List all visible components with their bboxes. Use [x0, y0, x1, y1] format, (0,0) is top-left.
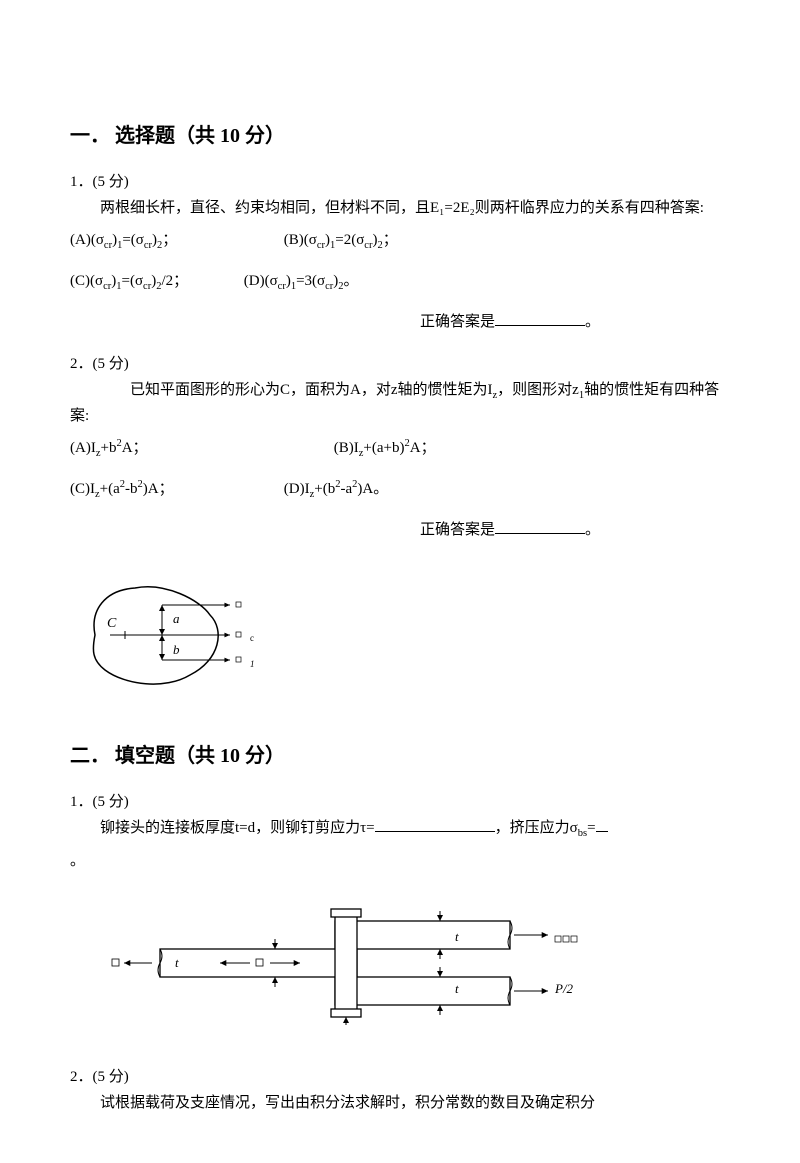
- svg-text:b: b: [173, 642, 180, 657]
- svg-text:c: c: [250, 633, 254, 643]
- q1-optA: (A)(σcr)1=(σcr)2；: [70, 228, 280, 255]
- s2q1-body: 铆接头的连接板厚度t=d，则铆钉剪应力τ=，挤压应力σbs=: [70, 816, 730, 843]
- s2q1-head: 1．(5 分): [70, 790, 730, 814]
- q1-opts-row2: (C)(σcr)1=(σcr)2/2； (D)(σcr)1=3(σcr)2。: [70, 269, 730, 296]
- q1-answer-period: 。: [585, 314, 600, 330]
- svg-text:t: t: [455, 981, 459, 996]
- q1-optD: (D)(σcr)1=3(σcr)2。: [244, 269, 359, 296]
- q2-opts-row2: (C)Iz+(a2-b2)A； (D)Iz+(b2-a2)A。: [70, 477, 730, 504]
- q2-answer-line: 正确答案是 。: [70, 518, 730, 542]
- q1-answer-blank[interactable]: [495, 310, 585, 326]
- q2-body: 已知平面图形的形心为C，面积为A，对z轴的惯性矩为Iz，则图形对z1轴的惯性矩有…: [70, 378, 730, 429]
- s2q2-body: 试根据载荷及支座情况，写出由积分法求解时，积分常数的数目及确定积分: [70, 1091, 730, 1115]
- s2q2-head: 2．(5 分): [70, 1065, 730, 1089]
- svg-text:P/2: P/2: [554, 981, 574, 996]
- q2-answer-label: 正确答案是: [420, 522, 495, 538]
- s2q1-blank1[interactable]: [375, 816, 495, 832]
- q2-answer-period: 。: [585, 522, 600, 538]
- svg-text:C: C: [107, 616, 117, 631]
- q2-opts-row1: (A)Iz+b2A； (B)Iz+(a+b)2A；: [70, 436, 730, 463]
- q1-answer-label: 正确答案是: [420, 314, 495, 330]
- svg-text:a: a: [173, 611, 180, 626]
- svg-text:t: t: [455, 929, 459, 944]
- section2-title: 二． 填空题（共 10 分）: [70, 740, 730, 772]
- q1-head: 1．(5 分): [70, 170, 730, 194]
- q1-opts-row1: (A)(σcr)1=(σcr)2； (B)(σcr)1=2(σcr)2；: [70, 228, 730, 255]
- figure-centroid-svg: Ca b c 1: [70, 560, 300, 710]
- figure-rivet-svg: t t t P/2: [100, 891, 620, 1041]
- figure-centroid: Ca b c 1: [70, 560, 730, 710]
- q1-body: 两根细长杆，直径、约束均相同，但材料不同，且E₁=2E₂则两杆临界应力的关系有四…: [70, 196, 730, 220]
- svg-text:1: 1: [250, 659, 255, 669]
- s2q1-blank2[interactable]: [596, 816, 608, 832]
- q2-optB: (B)Iz+(a+b)2A；: [334, 436, 436, 463]
- q2-optA: (A)Iz+b2A；: [70, 436, 330, 463]
- q2-answer-blank[interactable]: [495, 518, 585, 534]
- q2-head: 2．(5 分): [70, 352, 730, 376]
- q2-optD: (D)Iz+(b2-a2)A。: [284, 477, 388, 504]
- figure-rivet: t t t P/2: [70, 891, 730, 1041]
- svg-text:t: t: [175, 955, 179, 970]
- section1-title: 一． 选择题（共 10 分）: [70, 120, 730, 152]
- q2-optC: (C)Iz+(a2-b2)A；: [70, 477, 280, 504]
- q1-optB: (B)(σcr)1=2(σcr)2；: [284, 228, 398, 255]
- q1-answer-line: 正确答案是 。: [70, 310, 730, 334]
- s2q1-period: 。: [70, 849, 730, 873]
- q1-optC: (C)(σcr)1=(σcr)2/2；: [70, 269, 240, 296]
